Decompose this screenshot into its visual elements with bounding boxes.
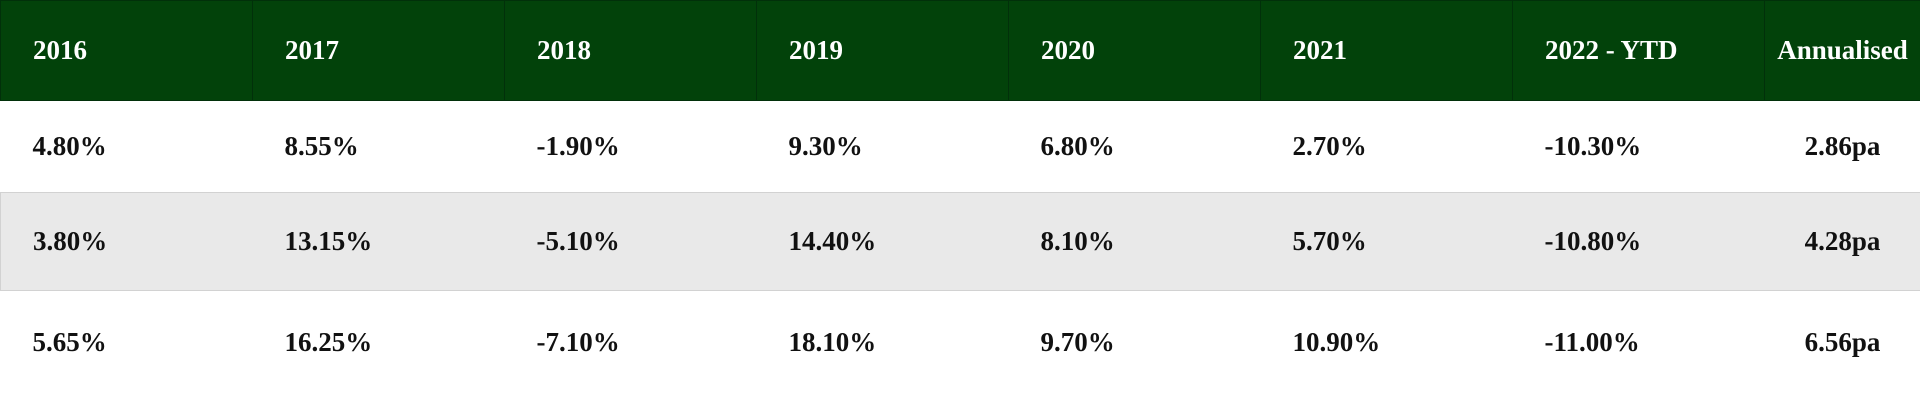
- table-cell: 4.28pa: [1764, 192, 1920, 291]
- table-cell: -11.00%: [1544, 326, 1640, 357]
- table-cell: 9.30%: [788, 131, 863, 161]
- column-header: 2019: [756, 0, 1009, 101]
- table-cell: 5.70%: [1260, 192, 1513, 291]
- table-cell: -7.10%: [536, 326, 620, 357]
- column-header: 2022 - YTD: [1512, 0, 1765, 101]
- table-cell: 8.55%: [284, 131, 359, 161]
- table-cell: 13.15%: [252, 192, 505, 291]
- header-row: 2016 2017 2018 2019 2020 2021 2022 - YTD Annual…: [0, 0, 1920, 101]
- table-cell: 8.10%: [1008, 192, 1261, 291]
- table-cell: 6.56pa: [1804, 326, 1881, 357]
- table-cell: -10.80%: [1512, 192, 1765, 291]
- table-row: 3.80% 13.15% -5.10% 14.40% 8.10% 5.70% -10.80%…: [0, 192, 1920, 291]
- table-cell: 16.25%: [284, 326, 373, 357]
- column-header: 2016: [0, 0, 253, 101]
- table-cell: -1.90%: [536, 131, 620, 161]
- table-cell: 2.70%: [1292, 131, 1367, 161]
- column-header: 2021: [1260, 0, 1513, 101]
- table-cell: 6.80%: [1040, 131, 1115, 161]
- table-cell: 2.86pa: [1804, 131, 1881, 161]
- table-cell: 3.80%: [0, 192, 253, 291]
- column-header: 2018: [504, 0, 757, 101]
- table-cell: 10.90%: [1292, 326, 1381, 357]
- table-row: 5.65% 16.25% -7.10% 18.10% 9.70% 10.90% -11.00…: [1, 291, 1920, 394]
- table-row: 4.80% 8.55% -1.90% 9.30% 6.80% 2.70% -10.30% 2.…: [1, 101, 1920, 193]
- table-cell: 4.80%: [32, 131, 107, 161]
- column-header: 2020: [1008, 0, 1261, 101]
- table-cell: 5.65%: [32, 326, 107, 357]
- table-cell: 14.40%: [756, 192, 1009, 291]
- table-cell: -10.30%: [1544, 131, 1642, 161]
- table-cell: 18.10%: [788, 326, 877, 357]
- column-header: Annualised: [1764, 0, 1920, 101]
- table-body: 4.80% 8.55% -1.90% 9.30% 6.80% 2.70% -10.30% 2.…: [0, 101, 1920, 394]
- table-cell: -5.10%: [504, 192, 757, 291]
- table-cell: 9.70%: [1040, 326, 1115, 357]
- column-header: 2017: [252, 0, 505, 101]
